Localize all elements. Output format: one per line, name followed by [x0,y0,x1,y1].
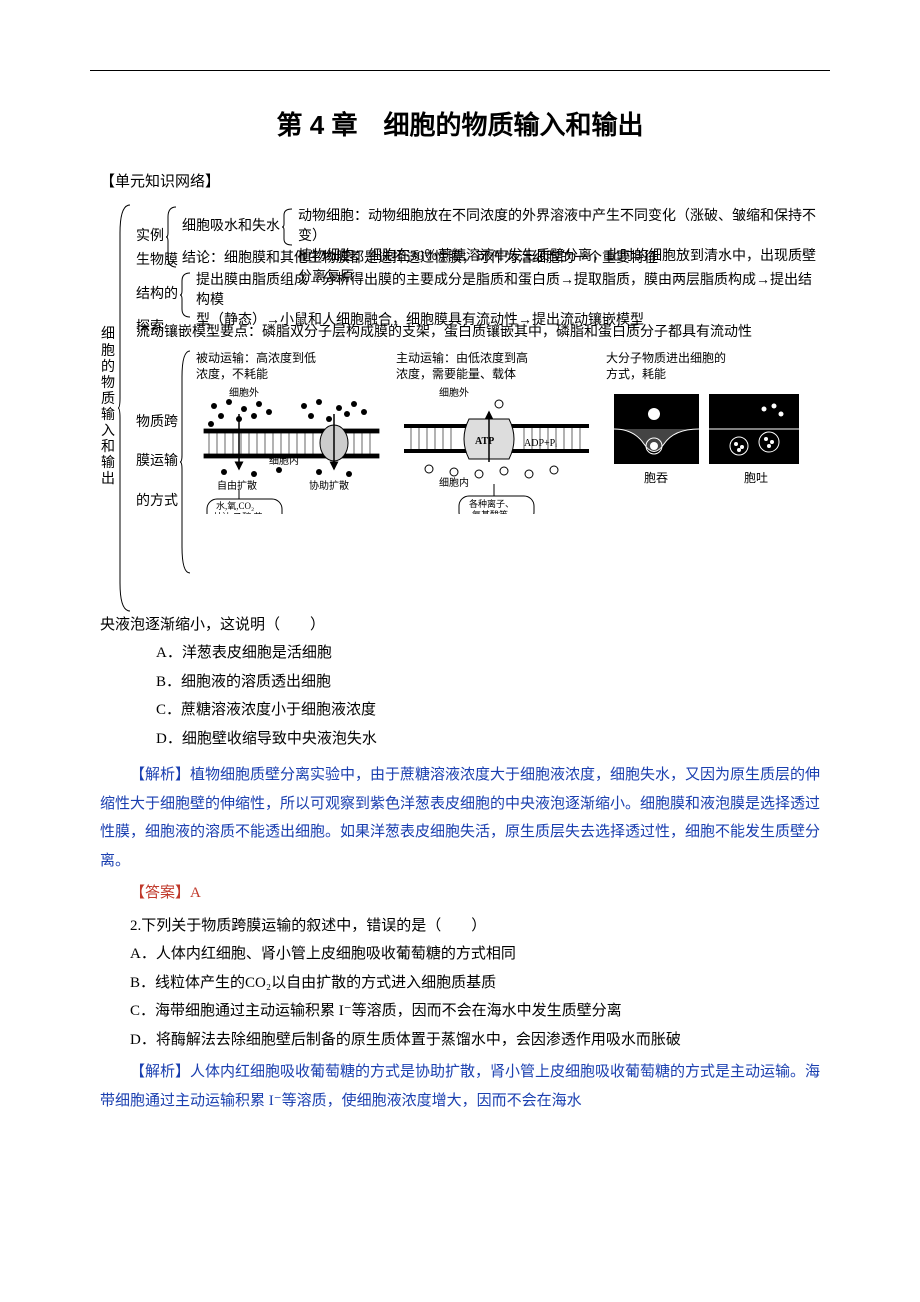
endo-exo-svg: 胞吞 胞吐 [609,384,804,494]
membrane-diagrams: 被动运输：高浓度到低 浓度，不耗能 细胞外 [196,351,820,514]
example-brace [166,205,178,269]
svg-text:细胞内: 细胞内 [269,454,299,467]
tree-biomembrane-row: 生物膜 结构的 探索 提出膜由脂质组成→分析得出膜的主要成分是脂质和蛋白质→提取… [136,271,820,319]
water-brace [282,207,294,247]
q1-stem-fragment: 央液泡逐渐缩小，这说明（ ） [100,611,820,640]
tree-transport-row: 物质跨 膜运输 的方式 被动运输：高浓度到低 浓度，不耗能 [136,347,820,577]
unit-network-label: 【单元知识网络】 [100,168,820,197]
example-content: 细胞吸水和失水 动物细胞：动物细胞放在不同浓度的外界溶液中产生不同变化（涨破、皱… [178,205,820,269]
q1-option-d: D．细胞壁收缩导致中央液泡失水 [156,725,820,754]
tlab3: 的方式 [136,492,178,512]
tree-root-text: 细胞的物质输入和输出 [100,327,118,488]
q2-analysis: 【解析】人体内红细胞吸收葡萄糖的方式是协助扩散，肾小管上皮细胞吸收葡萄糖的方式是… [100,1058,820,1115]
q2-stem: 2.下列关于物质跨膜运输的叙述中，错误的是（ ） [100,912,820,941]
biomembrane-brace [180,271,192,319]
transport-content: 被动运输：高浓度到低 浓度，不耗能 细胞外 [192,347,820,577]
active-title: 主动运输：由低浓度到高 浓度，需要能量、载体 [396,351,596,382]
q1-analysis: 【解析】植物细胞质壁分离实验中，由于蔗糖溶液浓度大于细胞液浓度，细胞失水，又因为… [100,761,820,875]
q2-option-b: B．线粒体产生的CO₂以自由扩散的方式进入细胞质基质 [100,969,820,998]
biomo-l2: 结构的 [136,287,178,304]
chapter-title: 第 4 章 细胞的物质输入和输出 [100,101,820,150]
svg-text:各种离子、: 各种离子、 [469,498,514,509]
mosaic-line: 流动镶嵌模型要点：磷脂双分子层构成膜的支架，蛋白质镶嵌其中，磷脂和蛋白质分子都具… [136,323,820,343]
transport-label: 物质跨 膜运输 的方式 [136,347,180,577]
passive-title: 被动运输：高浓度到低 浓度，不耗能 [196,351,386,382]
svg-text:甘油,乙醇,苯: 甘油,乙醇,苯 [213,511,263,514]
passive-transport-svg: 细胞外 [199,384,384,514]
biomembrane-content: 提出膜由脂质组成→分析得出膜的主要成分是脂质和蛋白质→提取脂质，膜由两层脂质构成… [192,271,820,319]
transport-brace [180,347,192,577]
svg-text:氨基酸等: 氨基酸等 [472,509,508,514]
water-label: 细胞吸水和失水 [182,207,282,247]
endoexo-title: 大分子物质进出细胞的 方式，耗能 [606,351,806,382]
root-brace [118,203,132,613]
ee-l1: 大分子物质进出细胞的 [606,351,726,365]
at-l2: 浓度，需要能量、载体 [396,367,516,381]
animal-cell-line: 动物细胞：动物细胞放在不同浓度的外界溶液中产生不同变化（涨破、皱缩和保持不变） [298,207,820,248]
endo-exo-block: 大分子物质进出细胞的 方式，耗能 [606,351,806,514]
svg-text:水,氧,CO₂: 水,氧,CO₂ [216,500,254,511]
svg-text:细胞内: 细胞内 [439,476,469,489]
top-horizontal-rule [90,70,830,71]
at-l1: 主动运输：由低浓度到高 [396,351,528,365]
tlab1: 物质跨 [136,413,178,433]
biomo-line1: 提出膜由脂质组成→分析得出膜的主要成分是脂质和蛋白质→提取脂质，膜由两层脂质构成… [196,271,820,312]
q2-option-c: C．海带细胞通过主动运输积累 I⁻等溶质，因而不会在海水中发生质壁分离 [100,997,820,1026]
active-transport-svg: 细胞外 [399,384,594,514]
tlab2: 膜运输 [136,452,178,472]
tree-example-row: 实例 细胞吸水和失水 动物细胞：动物细胞放在不同浓度的外界溶液中产生不同变化（涨… [136,205,820,269]
svg-text:胞吐: 胞吐 [744,471,768,485]
document-page: 第 4 章 细胞的物质输入和输出 【单元知识网络】 细胞的物质输入和输出 实例 … [0,0,920,1165]
q1-option-a: A．洋葱表皮细胞是活细胞 [156,639,820,668]
svg-text:细胞外: 细胞外 [439,386,469,399]
label-out: 细胞外 [229,386,259,399]
svg-text:自由扩散: 自由扩散 [217,479,257,492]
biomembrane-label: 生物膜 结构的 探索 [136,271,180,319]
svg-text:ATP: ATP [475,436,494,447]
tree-root-label: 细胞的物质输入和输出 [100,203,118,613]
svg-text:协助扩散: 协助扩散 [309,479,349,492]
knowledge-tree-diagram: 细胞的物质输入和输出 实例 细胞吸水和失水 [100,203,820,613]
passive-transport-block: 被动运输：高浓度到低 浓度，不耗能 细胞外 [196,351,386,514]
ee-l2: 方式，耗能 [606,367,666,381]
q1-answer: 【答案】A [100,879,820,908]
q2-option-d: D．将酶解法去除细胞壁后制备的原生质体置于蒸馏水中，会因渗透作用吸水而胀破 [100,1026,820,1055]
svg-text:ADP+Pᵢ: ADP+Pᵢ [524,438,557,449]
active-transport-block: 主动运输：由低浓度到高 浓度，需要能量、载体 细胞外 [396,351,596,514]
q2-option-a: A．人体内红细胞、肾小管上皮细胞吸收葡萄糖的方式相同 [100,940,820,969]
pt-l1: 被动运输：高浓度到低 [196,351,316,365]
pt-l2: 浓度，不耗能 [196,367,268,381]
q1-option-c: C．蔗糖溶液浓度小于细胞液浓度 [156,696,820,725]
tree-body: 实例 细胞吸水和失水 动物细胞：动物细胞放在不同浓度的外界溶液中产生不同变化（涨… [132,203,820,613]
svg-text:胞吞: 胞吞 [644,471,668,485]
q1-option-b: B．细胞液的溶质透出细胞 [156,668,820,697]
